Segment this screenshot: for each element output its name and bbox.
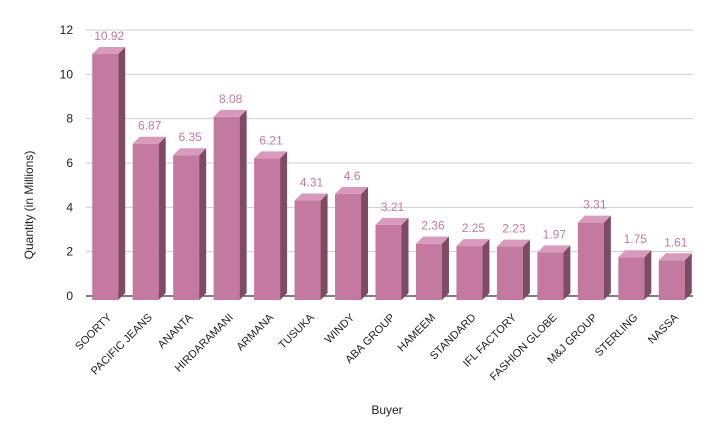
bar-front: [577, 222, 604, 300]
x-category-label: HAMEEM: [395, 312, 438, 355]
bar-front: [456, 246, 483, 300]
data-label: 2.23: [502, 222, 526, 236]
y-tick-label: 4: [66, 200, 73, 214]
bar-side: [118, 46, 126, 300]
bar-side: [320, 193, 328, 300]
bar: [577, 215, 611, 300]
data-label: 1.97: [543, 227, 567, 241]
bar-top: [375, 217, 409, 225]
data-label: 6.21: [259, 133, 283, 147]
bar: [335, 187, 369, 300]
bar-front: [132, 143, 159, 300]
bar-front: [92, 53, 119, 300]
x-category-label: TUSUKA: [277, 311, 318, 352]
data-label: 2.36: [421, 219, 445, 233]
bar: [294, 193, 328, 300]
bar-front: [496, 246, 523, 300]
bar-side: [644, 250, 652, 300]
bar-front: [537, 252, 564, 300]
bar-side: [361, 187, 369, 300]
bar-top: [618, 250, 652, 258]
bar-front: [254, 158, 281, 300]
bar-top: [132, 136, 166, 144]
bar-side: [684, 253, 692, 300]
bar: [537, 245, 571, 300]
x-axis-title: Buyer: [371, 403, 402, 417]
data-label: 2.25: [462, 221, 486, 235]
bar: [173, 148, 207, 300]
y-tick-label: 6: [66, 156, 73, 170]
data-label: 4.6: [344, 169, 361, 183]
x-category-label: SOORTY: [73, 311, 115, 353]
bar: [658, 253, 692, 300]
data-label: 6.35: [178, 130, 202, 144]
y-tick-label: 8: [66, 112, 73, 126]
bar: [375, 217, 409, 300]
data-label: 1.75: [624, 232, 648, 246]
bar: [92, 46, 126, 300]
bar-top: [658, 253, 692, 261]
bar-top: [415, 236, 449, 244]
bar-side: [158, 136, 166, 300]
data-label: 8.08: [219, 92, 243, 106]
bar-top: [254, 151, 288, 159]
data-labels: 10.92 6.87 6.35 8.08 6.21 4.31 4.6 3.21 2.36 2.25…: [94, 29, 688, 249]
data-label: 3.31: [583, 198, 607, 212]
data-label: 4.31: [300, 175, 324, 189]
y-tick-label: 12: [60, 23, 74, 37]
x-category-label: NASSA: [646, 311, 681, 346]
bar-side: [280, 151, 288, 300]
bar-front: [618, 257, 645, 300]
bar: [213, 109, 247, 300]
bar-side: [563, 245, 571, 300]
bar-front: [335, 194, 362, 300]
data-label: 1.61: [664, 235, 688, 249]
bar-top: [456, 239, 490, 247]
bar-side: [603, 215, 611, 300]
bar-side: [401, 217, 409, 300]
bar: [132, 136, 166, 300]
bar-front: [213, 116, 240, 300]
bar-front: [415, 243, 442, 300]
bar-front: [375, 224, 402, 300]
data-label: 10.92: [94, 29, 124, 43]
bar-top: [294, 193, 328, 201]
bar: [618, 250, 652, 300]
data-label: 6.87: [138, 119, 162, 133]
bar-top: [173, 148, 207, 156]
bar-front: [658, 260, 685, 300]
bars: [92, 46, 692, 300]
x-category-label: STERLING: [593, 312, 640, 359]
bar: [496, 239, 530, 300]
bar-side: [441, 236, 449, 300]
bar-top: [496, 239, 530, 247]
bar: [456, 239, 490, 300]
y-tick-label: 2: [66, 245, 73, 259]
bar-top: [335, 187, 369, 195]
bar-side: [199, 148, 207, 300]
bar-front: [294, 200, 321, 300]
x-category-label: WINDY: [323, 311, 358, 346]
bar-top: [577, 215, 611, 223]
x-category-label: ARMANA: [234, 311, 276, 353]
bar: [415, 236, 449, 300]
x-category-label: ANANTA: [156, 311, 196, 351]
y-axis-ticks: 0 2 4 6 8 10 12: [60, 23, 74, 303]
bar-front: [173, 155, 200, 300]
y-axis-title: Quantity (in Millions): [22, 151, 36, 260]
bar-side: [239, 109, 247, 300]
y-tick-label: 10: [60, 67, 74, 81]
bar-side: [522, 239, 530, 300]
bar-top: [92, 46, 126, 54]
y-tick-label: 0: [66, 289, 73, 303]
data-label: 3.21: [381, 200, 405, 214]
bar: [254, 151, 288, 300]
bar-top: [213, 109, 247, 117]
bar-side: [482, 239, 490, 300]
bar-top: [537, 245, 571, 253]
